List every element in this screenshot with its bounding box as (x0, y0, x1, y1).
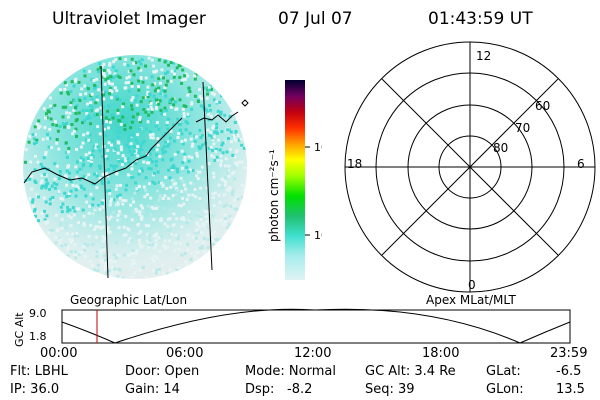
coastlines (23, 65, 249, 279)
mlt-label-12: 12 (476, 49, 491, 63)
altitude-frame (61, 309, 571, 344)
ip-label: IP: 36.0 (10, 382, 60, 397)
polar-plot: 12 18 6 0 60 70 80 (344, 41, 596, 293)
time-label: 01:43:59 UT (428, 9, 533, 29)
time-tick-0000: 00:00 (40, 346, 78, 361)
colorbar-tick-10: 10 (314, 229, 322, 242)
mlt-label-18: 18 (347, 157, 362, 171)
colorbar-unit-label: photon cm⁻²s⁻¹ (267, 149, 281, 242)
colorbar: 100 10 photon cm⁻²s⁻¹ (267, 80, 322, 280)
colorbar-tick-100: 100 (314, 141, 322, 154)
altitude-ytick-1.8: 1.8 (29, 330, 47, 343)
mode-label: Mode: Normal (245, 364, 336, 379)
colorbar-gradient (285, 80, 305, 280)
lat-label-60: 60 (535, 99, 550, 113)
polar-diagonal-2 (381, 78, 559, 256)
geo-latlon-label: Geographic Lat/Lon (70, 293, 188, 307)
dsp-value: -8.2 (287, 382, 313, 397)
lat-label-80: 80 (493, 141, 508, 155)
time-tick-2359: 23:59 (550, 346, 588, 361)
time-tick-0600: 06:00 (166, 346, 204, 361)
door-label: Door: Open (125, 364, 200, 379)
uv-image-speckle (24, 56, 247, 279)
dsp-label: Dsp: (245, 382, 275, 397)
altitude-ylabel: GC Alt (13, 312, 26, 347)
lat-label-70: 70 (515, 121, 530, 135)
instrument-title: Ultraviolet Imager (52, 9, 206, 29)
gain-label: Gain: 14 (125, 382, 180, 397)
time-tick-1800: 18:00 (422, 346, 460, 361)
date-label: 07 Jul 07 (278, 9, 353, 29)
glat-value: -6.5 (556, 364, 582, 379)
mlt-label-0: 0 (468, 278, 476, 292)
glon-label: GLon: (486, 382, 524, 397)
uv-image-panel (23, 55, 249, 279)
mlt-label-6: 6 (577, 157, 585, 171)
apex-mlat-label: Apex MLat/MLT (426, 293, 516, 307)
seq-label: Seq: 39 (365, 382, 415, 397)
altitude-curve (61, 308, 571, 344)
altitude-plot: GC Alt 9.0 1.8 (13, 307, 571, 347)
altitude-ytick-9: 9.0 (29, 307, 47, 320)
time-tick-1200: 12:00 (294, 346, 332, 361)
glon-value: 13.5 (556, 382, 585, 397)
filter-label: Flt: LBHL (10, 364, 68, 379)
glat-label: GLat: (486, 364, 521, 379)
gc-alt-label: GC Alt: 3.4 Re (365, 364, 456, 379)
